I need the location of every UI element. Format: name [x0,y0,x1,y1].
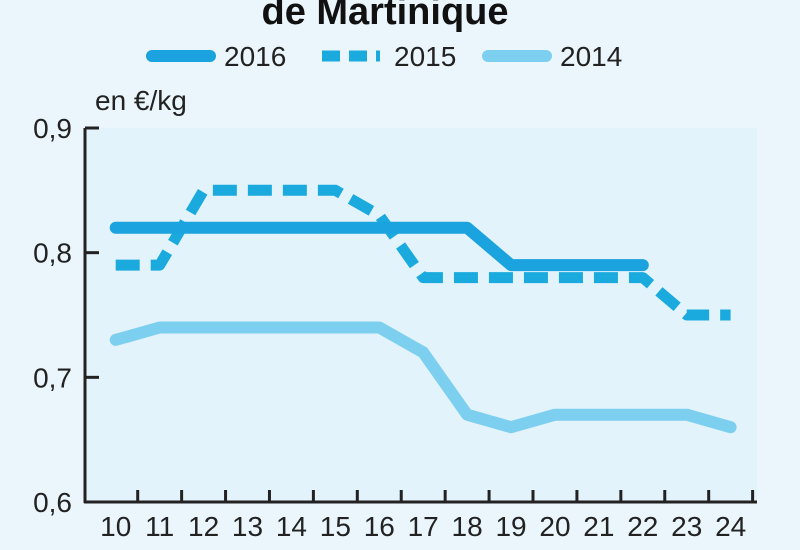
x-tick-label: 12 [188,511,219,542]
plot-area [85,128,757,502]
x-tick-label: 20 [539,511,570,542]
legend-item-2015: 2015 [322,41,456,72]
series-line-2015 [115,184,731,321]
legend-label-2016: 2016 [224,41,286,72]
chart-title: de Martinique [261,0,508,33]
x-tick-label: 22 [627,511,658,542]
legend: 2016 2015 2014 [146,41,622,72]
y-tick-label: 0,6 [33,487,72,518]
x-tick-label: 15 [320,511,351,542]
x-tick-label: 11 [145,511,174,542]
legend-item-2016: 2016 [146,41,286,72]
x-tick-label: 17 [408,511,439,542]
y-axis-unit-label: en €/kg [95,85,187,116]
x-tick-label: 24 [715,511,746,542]
x-tick-label: 14 [276,511,307,542]
series-layer [109,184,737,434]
series-line-2014 [109,321,737,434]
legend-item-2014: 2014 [482,41,622,72]
series-line-2016 [109,221,649,272]
x-tick-label: 16 [364,511,395,542]
x-tick-label: 23 [671,511,702,542]
y-tick-label: 0,7 [33,362,72,393]
x-tick-label: 19 [495,511,526,542]
x-tick-label: 13 [232,511,263,542]
x-tick-label: 10 [100,511,131,542]
axes-layer: 0,6 0,7 0,8 0,9 10 11 12 13 14 15 16 17 18 19 20 21 22 23… [33,113,757,542]
legend-label-2014: 2014 [560,41,622,72]
y-tick-label: 0,9 [33,113,72,144]
legend-label-2015: 2015 [394,41,456,72]
x-tick-label: 18 [452,511,483,542]
x-tick-label: 21 [583,511,614,542]
y-tick-label: 0,8 [33,238,72,269]
